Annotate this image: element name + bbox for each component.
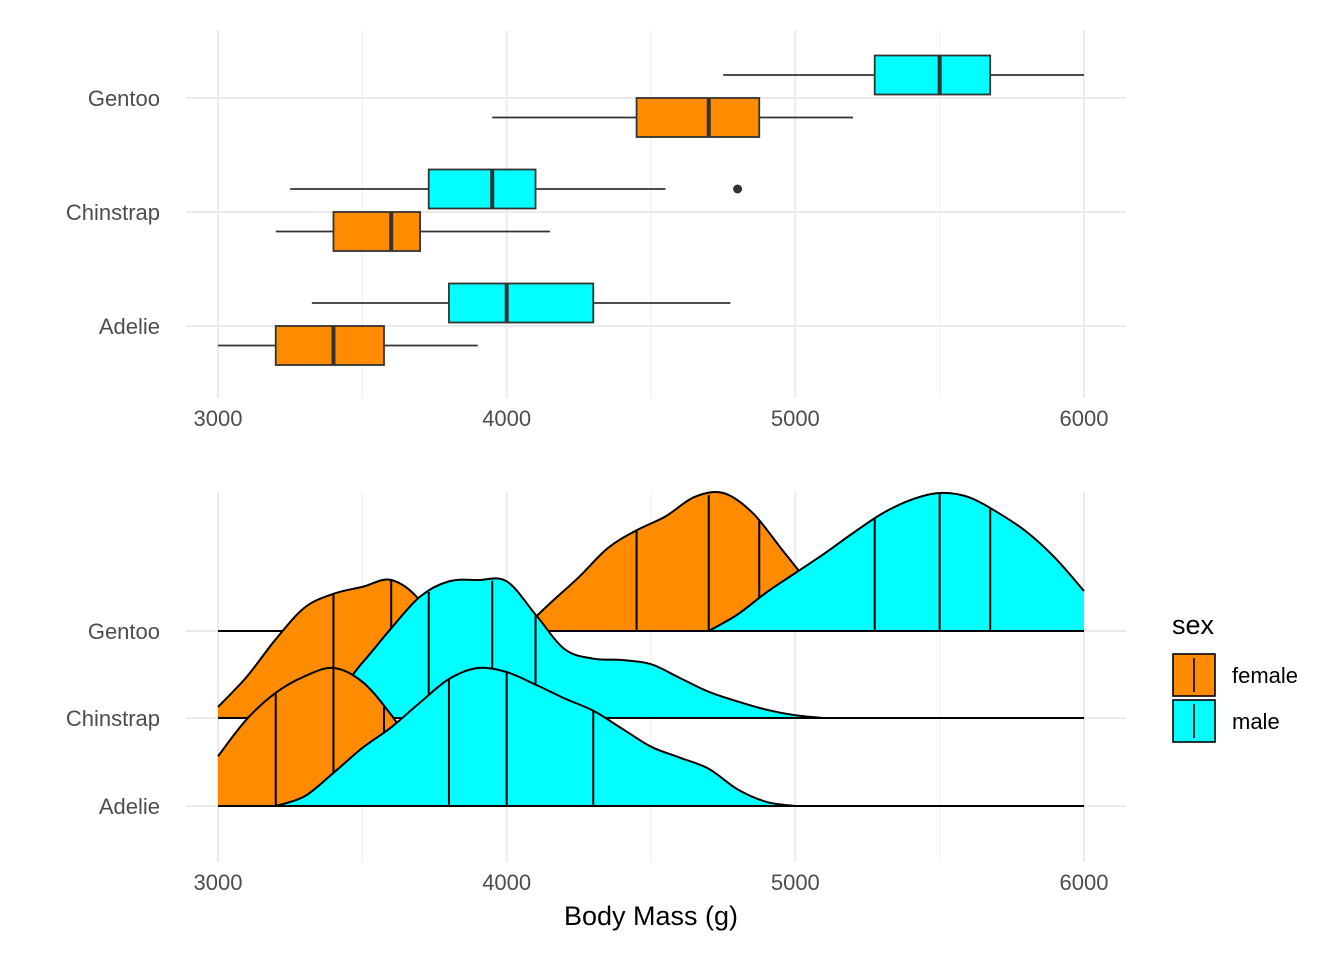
box-female-adelie bbox=[218, 325, 478, 366]
legend-item-male: male bbox=[1172, 699, 1280, 743]
y-tick-label-gentoo: Gentoo bbox=[88, 86, 160, 111]
legend-title: sex bbox=[1172, 610, 1215, 640]
box-male-adelie bbox=[311, 282, 731, 324]
legend-label-male: male bbox=[1232, 709, 1280, 734]
ridge-outline bbox=[708, 491, 1085, 632]
x-tick-label: 4000 bbox=[482, 406, 531, 431]
box-body bbox=[635, 97, 761, 138]
x-tick-label: 5000 bbox=[771, 870, 820, 895]
legend-label-female: female bbox=[1232, 663, 1298, 688]
box-male-gentoo bbox=[723, 54, 1084, 96]
y-tick-label-chinstrap: Chinstrap bbox=[66, 706, 160, 731]
box-body bbox=[427, 168, 537, 210]
legend-item-female: female bbox=[1172, 653, 1298, 697]
box-body bbox=[332, 211, 421, 252]
box-body bbox=[448, 282, 595, 324]
x-tick-label: 3000 bbox=[194, 406, 243, 431]
box-male-chinstrap bbox=[290, 168, 743, 210]
x-tick-label: 6000 bbox=[1060, 406, 1109, 431]
ridge-outline bbox=[275, 666, 796, 807]
boxplot-panel: Adelie Chinstrap Gentoo 3000 4000 5000 6000 bbox=[66, 30, 1126, 431]
outlier-point bbox=[733, 184, 743, 194]
box-body bbox=[873, 54, 992, 96]
ridge-fill bbox=[218, 578, 825, 719]
box-female-gentoo bbox=[492, 97, 854, 138]
y-tick-label-adelie: Adelie bbox=[99, 314, 160, 339]
box-female-chinstrap bbox=[275, 211, 550, 252]
box-series-female bbox=[218, 97, 854, 366]
x-tick-label: 3000 bbox=[194, 870, 243, 895]
y-tick-label-chinstrap: Chinstrap bbox=[66, 200, 160, 225]
ridgeline-panel: Adelie Chinstrap Gentoo 3000 4000 5000 6000 Bod… bbox=[66, 491, 1126, 931]
legend: sex female male bbox=[1172, 610, 1298, 743]
ridge-male-adelie bbox=[218, 666, 1084, 807]
y-tick-label-gentoo: Gentoo bbox=[88, 619, 160, 644]
x-axis-title: Body Mass (g) bbox=[564, 901, 738, 931]
x-tick-label: 4000 bbox=[482, 870, 531, 895]
box-body bbox=[274, 325, 385, 366]
x-tick-label: 6000 bbox=[1060, 870, 1109, 895]
y-tick-label-adelie: Adelie bbox=[99, 794, 160, 819]
x-tick-label: 5000 bbox=[771, 406, 820, 431]
box-series-male bbox=[290, 54, 1084, 324]
ridge-outline bbox=[520, 491, 840, 632]
ridge-fill bbox=[275, 667, 796, 806]
ridge-outline bbox=[217, 577, 825, 720]
